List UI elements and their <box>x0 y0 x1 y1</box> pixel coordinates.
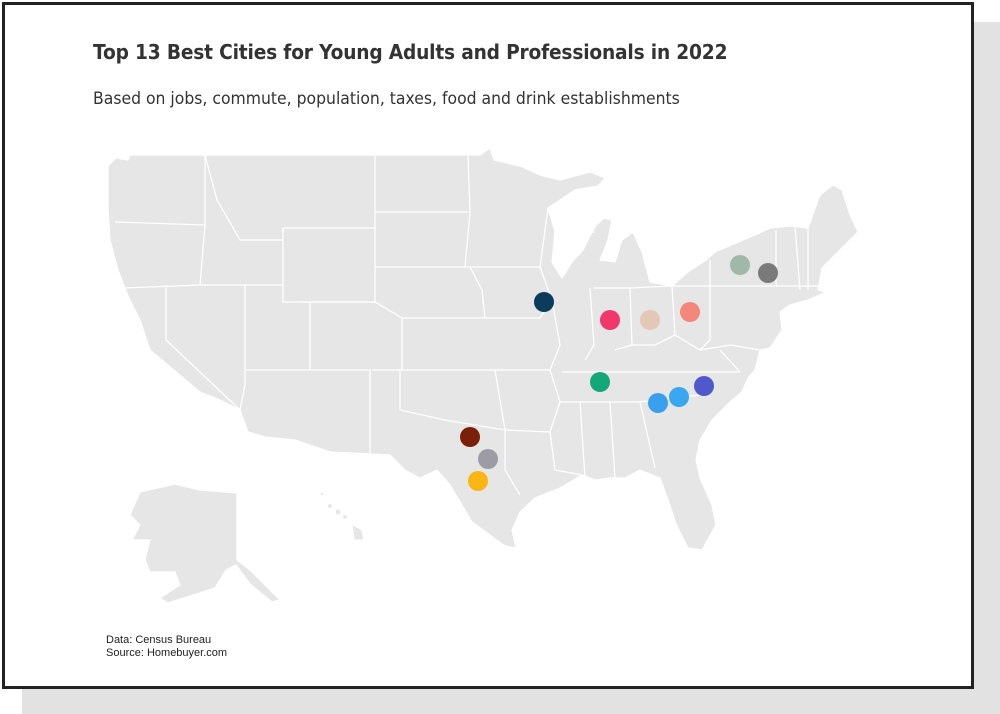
city-markers <box>460 255 778 491</box>
source-credit: Source: Homebuyer.com <box>106 647 228 659</box>
city-marker[interactable] <box>468 471 488 491</box>
map-land <box>107 147 859 604</box>
hawaii-shape <box>351 523 365 541</box>
state-borders <box>114 154 818 496</box>
city-marker[interactable] <box>694 376 714 396</box>
city-marker[interactable] <box>534 292 554 312</box>
city-marker[interactable] <box>730 255 750 275</box>
city-marker[interactable] <box>640 310 660 330</box>
city-marker[interactable] <box>460 427 480 447</box>
city-marker[interactable] <box>648 393 668 413</box>
city-marker[interactable] <box>590 372 610 392</box>
data-credit: Data: Census Bureau <box>106 634 212 646</box>
city-marker[interactable] <box>680 302 700 322</box>
city-marker[interactable] <box>600 310 620 330</box>
chart-footer: Data: Census Bureau Source: Homebuyer.co… <box>106 634 227 660</box>
city-marker[interactable] <box>758 263 778 283</box>
chart-subtitle: Based on jobs, commute, population, taxe… <box>93 89 680 109</box>
alaska-shape <box>129 483 281 604</box>
contiguous-us-shape <box>107 147 859 551</box>
city-marker[interactable] <box>478 449 498 469</box>
city-marker[interactable] <box>669 387 689 407</box>
chart-title: Top 13 Best Cities for Young Adults and … <box>93 40 728 64</box>
